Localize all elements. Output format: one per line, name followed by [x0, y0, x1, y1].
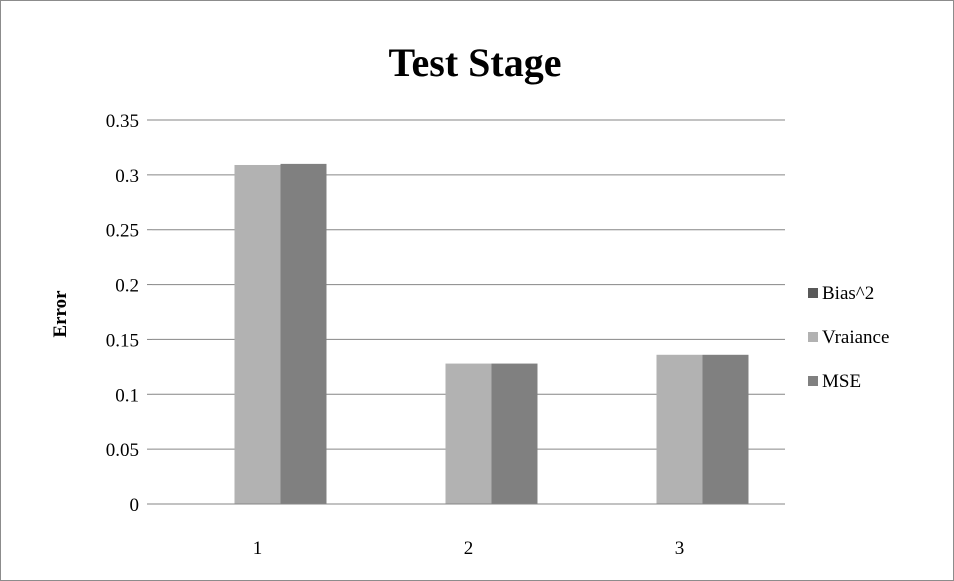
y-tick-label: 0.3: [115, 166, 139, 187]
y-tick-label: 0.15: [106, 330, 139, 351]
y-tick-label: 0.35: [106, 111, 139, 132]
bar-vraiance-2: [445, 363, 492, 504]
x-tick-label: 3: [675, 538, 685, 559]
bar-mse-3: [702, 354, 749, 504]
y-tick-label: 0.2: [115, 276, 139, 297]
y-tick-label: 0.25: [106, 221, 139, 242]
legend: Bias^2 Vraiance MSE: [808, 283, 889, 392]
legend-swatch: [808, 332, 818, 342]
legend-label: MSE: [822, 371, 861, 392]
x-tick-labels: 1 2 3: [253, 538, 685, 559]
y-tick-labels: 0 0.05 0.1 0.15 0.2 0.25 0.3 0.35: [106, 111, 139, 516]
legend-label: Bias^2: [822, 283, 874, 304]
bar-mse-2: [491, 363, 538, 504]
legend-swatch: [808, 288, 818, 298]
x-tick-label: 2: [464, 538, 474, 559]
y-tick-label: 0: [130, 495, 140, 516]
bar-vraiance-3: [656, 354, 703, 504]
y-axis-label: Error: [50, 290, 71, 338]
y-tick-label: 0.05: [106, 440, 139, 461]
x-tick-label: 1: [253, 538, 263, 559]
bar-vraiance-1: [234, 164, 281, 505]
chart-title: Test Stage: [389, 40, 562, 85]
legend-label: Vraiance: [822, 327, 889, 348]
legend-swatch: [808, 376, 818, 386]
y-tick-label: 0.1: [115, 385, 139, 406]
bar-mse-1: [280, 163, 327, 504]
bars: [234, 163, 749, 505]
